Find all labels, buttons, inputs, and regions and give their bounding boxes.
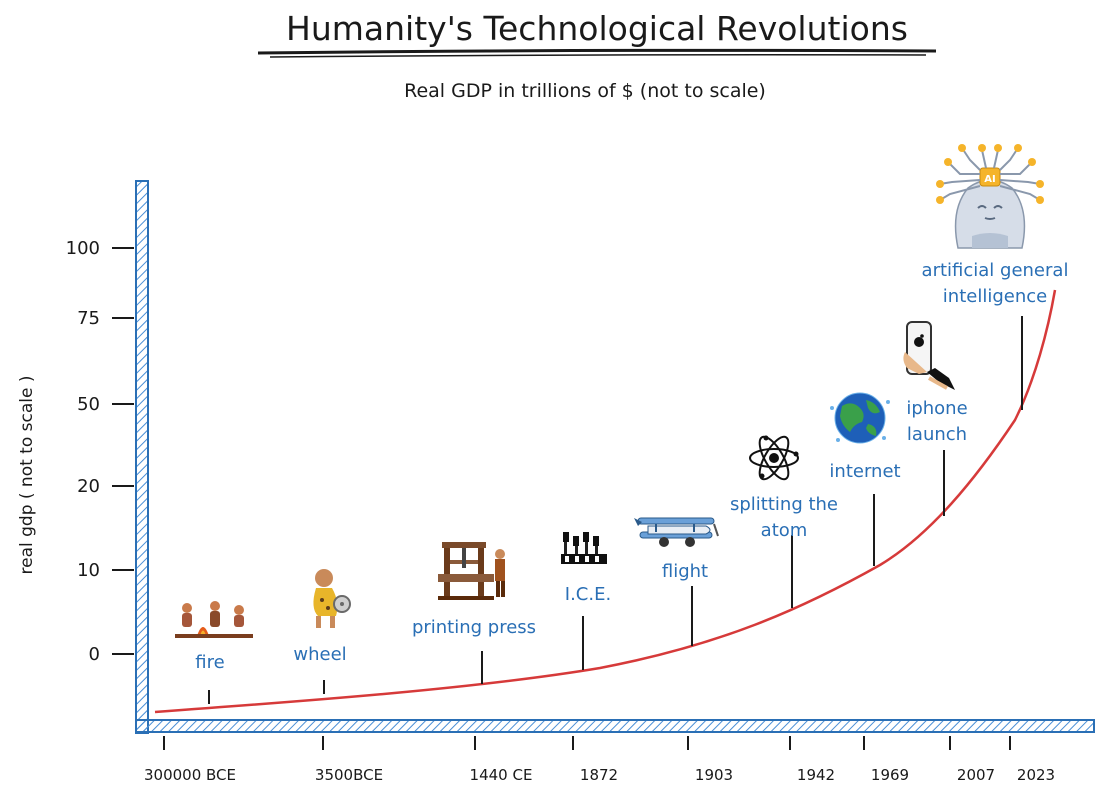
title-underline (257, 48, 937, 55)
globe-icon (830, 392, 890, 444)
y-ticks: 0 10 20 50 75 100 (66, 238, 134, 665)
fire-icon (175, 601, 253, 638)
y-tick-label: 10 (77, 560, 100, 581)
x-tick-label: 2023 (1017, 766, 1055, 784)
atom-icon (749, 435, 799, 481)
engine-icon (561, 532, 607, 564)
x-tick-label: 1872 (580, 766, 618, 784)
printing-press-icon (438, 542, 505, 600)
x-axis (135, 719, 1095, 733)
x-tick-label: 300000 BCE (144, 766, 236, 784)
event-label: intelligence (943, 286, 1047, 307)
event-label: internet (829, 461, 900, 482)
phone-icon (903, 321, 955, 390)
y-axis (135, 180, 149, 734)
event-label: printing press (412, 617, 536, 638)
event-label: launch (907, 424, 967, 445)
x-tick-label: 1969 (871, 766, 909, 784)
chart-title: Humanity's Technological Revolutions (286, 9, 908, 48)
x-tick-label: 1440 CE (470, 766, 533, 784)
x-tick-label: 3500BCE (315, 766, 383, 784)
x-tick-label: 2007 (957, 766, 995, 784)
chart-subtitle: Real GDP in trillions of $ (not to scale… (404, 80, 766, 102)
event-label: wheel (293, 644, 346, 665)
event-label: artificial general (922, 260, 1069, 281)
event-label: fire (195, 652, 224, 673)
title-underline-second (269, 54, 927, 58)
svg-text:AI: AI (984, 174, 995, 185)
ai-head-icon: AI (936, 144, 1044, 249)
events: fire wheel printing press I.C.E. flight split… (195, 260, 1068, 704)
y-tick-label: 20 (77, 476, 100, 497)
y-tick-label: 100 (66, 238, 100, 259)
x-ticks: 300000 BCE 3500BCE 1440 CE 1872 1903 1942 1969… (144, 736, 1055, 784)
event-label: iphone (906, 398, 967, 419)
event-label: flight (662, 561, 708, 582)
y-tick-label: 75 (77, 308, 100, 329)
event-label: atom (761, 520, 808, 541)
y-tick-label: 0 (89, 644, 100, 665)
event-label: splitting the (730, 494, 838, 515)
x-tick-label: 1903 (695, 766, 733, 784)
y-tick-label: 50 (77, 394, 100, 415)
airplane-icon (634, 517, 719, 547)
wheel-icon (313, 569, 351, 628)
x-tick-label: 1942 (797, 766, 835, 784)
gdp-curve (154, 289, 1057, 714)
y-axis-label: real gdp ( not to scale ) (17, 376, 37, 575)
event-label: I.C.E. (565, 584, 611, 605)
